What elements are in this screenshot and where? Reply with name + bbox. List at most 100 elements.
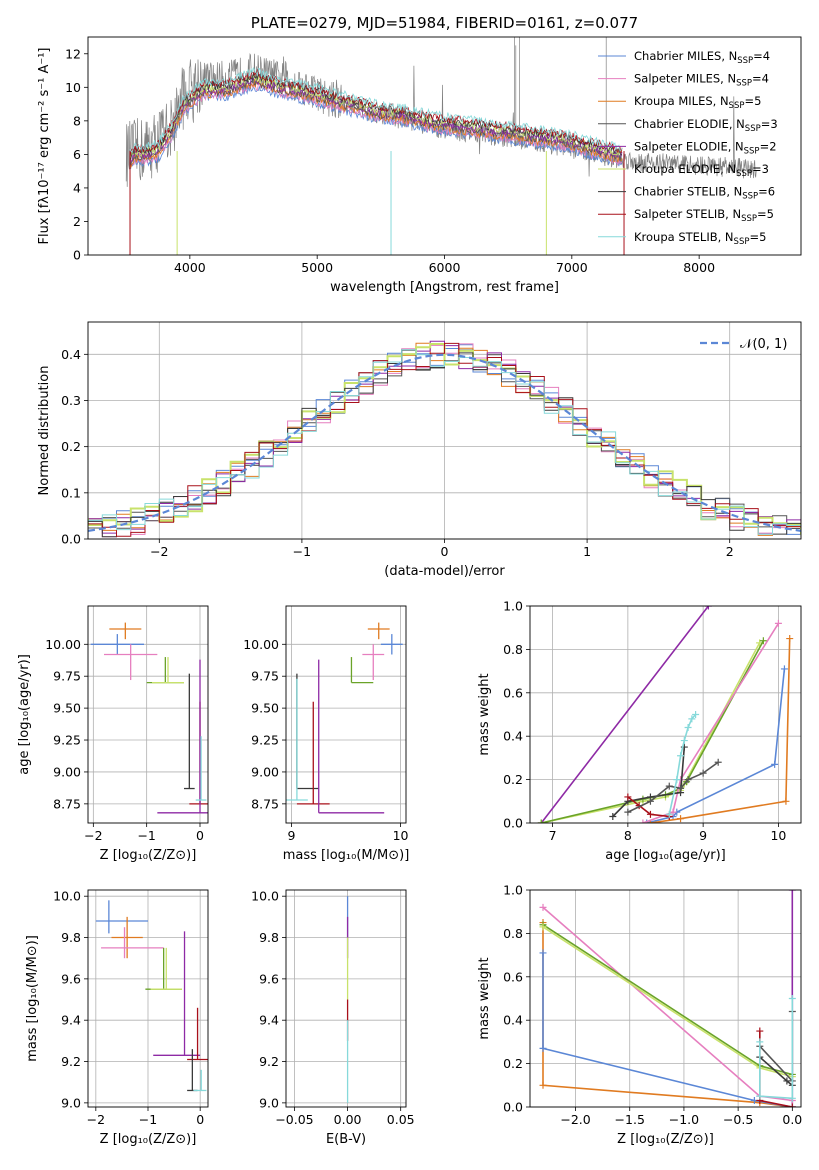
model-spectrum xyxy=(129,84,623,171)
y-tick-label: 9.4 xyxy=(61,1013,81,1028)
y-tick-label: 2 xyxy=(73,214,81,229)
y-tick-label: 0.2 xyxy=(503,772,523,787)
weight-line xyxy=(650,638,791,823)
y-tick-label: 10.0 xyxy=(53,889,81,904)
weight-marker xyxy=(677,815,685,823)
x-tick-label: 4000 xyxy=(174,260,206,275)
observed-spectrum xyxy=(125,53,757,187)
weight-marker xyxy=(537,819,545,823)
model-spectrum xyxy=(129,73,623,162)
y-tick-label: 0.0 xyxy=(61,532,81,547)
weight-marker xyxy=(539,1044,547,1052)
legend-sub: SSP xyxy=(744,146,760,156)
x-tick-label: 2 xyxy=(726,544,734,559)
y-tick-label: 10.00 xyxy=(243,637,279,652)
y-tick-label: 8 xyxy=(73,113,81,128)
y-tick-label: 9.50 xyxy=(251,701,279,716)
y-tick-label: 9.2 xyxy=(61,1054,81,1069)
weight-line xyxy=(627,761,719,813)
legend-label: Kroupa ELODIE, N xyxy=(634,162,736,176)
y-tick-label: 0.1 xyxy=(61,485,81,500)
y-tick-label: 0.6 xyxy=(503,969,523,984)
weight-marker xyxy=(646,810,654,818)
legend-tail: =5 xyxy=(749,230,766,244)
y-tick-label: 9.8 xyxy=(259,930,279,945)
plot-area xyxy=(125,37,757,255)
legend-sub: SSP xyxy=(742,192,758,202)
y-tick-label: 8.75 xyxy=(53,796,81,811)
legend-tail: =3 xyxy=(761,117,778,131)
x-tick-label: 7000 xyxy=(556,260,588,275)
weight-marker xyxy=(684,776,692,784)
weight-marker xyxy=(646,797,654,805)
weight-marker xyxy=(680,737,688,745)
x-tick-label: 6000 xyxy=(429,260,461,275)
x-tick-label: −1 xyxy=(293,544,311,559)
x-tick-label: 0.00 xyxy=(334,1112,362,1127)
y-tick-label: 1.0 xyxy=(503,883,523,898)
weight-marker xyxy=(673,776,681,784)
weight-marker xyxy=(677,752,685,760)
y-tick-label: 12 xyxy=(65,46,81,61)
x-tick-label: 0 xyxy=(441,544,449,559)
weight-marker xyxy=(756,1092,764,1100)
x-axis-label: wavelength [Angstrom, rest frame] xyxy=(330,280,559,295)
x-tick-label: −1 xyxy=(139,1112,157,1127)
legend-entry: Kroupa MILES, NSSP=5 xyxy=(634,94,761,111)
axes-frame xyxy=(87,36,802,256)
x-axis-label: Z [log₁₀(Z/Z⊙)] xyxy=(100,1132,197,1147)
y-tick-label: 0.3 xyxy=(61,393,81,408)
y-tick-label: 0.2 xyxy=(61,439,81,454)
x-tick-label: 1 xyxy=(583,544,591,559)
age-vs-mass-panel: 9 10 8.75 9.00 9.25 9.50 9.75 10.00 mass [log₁₀(… xyxy=(243,605,410,863)
legend-entry: 𝒩(0, 1) xyxy=(740,337,787,352)
axes-frame xyxy=(529,889,802,1108)
y-tick-label: 0.4 xyxy=(503,729,523,744)
y-tick-label: 0.4 xyxy=(503,1013,523,1028)
weight-marker xyxy=(539,903,547,911)
y-tick-label: 10 xyxy=(65,80,81,95)
x-tick-label: 10 xyxy=(393,828,409,843)
mass-vs-metallicity-panel: −2 −1 0 9.0 9.2 9.4 9.6 9.8 10.0 Z [log₁₀(Z/Z⊙)] m… xyxy=(25,889,209,1147)
y-axis-label: mass [log₁₀(M/M⊙)] xyxy=(25,935,40,1062)
legend-entry: Chabrier STELIB, NSSP=6 xyxy=(634,185,775,202)
x-tick-label: 0 xyxy=(196,828,204,843)
weight-marker xyxy=(677,784,685,792)
legend-tail: =4 xyxy=(753,49,770,63)
y-tick-label: 9.75 xyxy=(53,669,81,684)
legend-label: Salpeter ELODIE, N xyxy=(634,139,744,153)
x-tick-label: −1 xyxy=(137,828,155,843)
y-axis-label: age [log₁₀(age/yr)] xyxy=(17,654,32,775)
weight-marker xyxy=(782,797,790,805)
mass-vs-extinction-panel: −0.05 0.00 0.05 9.0 9.2 9.4 9.6 9.8 10.0 E(B-V) xyxy=(251,889,414,1147)
legend-label: Salpeter STELIB, N xyxy=(634,207,741,221)
legend-entry: Chabrier MILES, NSSP=4 xyxy=(634,49,770,66)
legend-entry: Chabrier ELODIE, NSSP=3 xyxy=(634,117,778,134)
y-tick-label: 0.8 xyxy=(503,642,523,657)
axes-frame xyxy=(529,605,802,824)
gridlines xyxy=(88,606,208,823)
weight-marker xyxy=(688,715,696,723)
legend-entry: Salpeter STELIB, NSSP=5 xyxy=(634,207,774,224)
residual-histogram xyxy=(88,349,801,535)
legend-tail: =3 xyxy=(752,162,769,176)
legend-tail: =4 xyxy=(752,72,769,86)
chart-title: PLATE=0279, MJD=51984, FIBERID=0161, z=0… xyxy=(251,14,638,32)
legend-tail: =2 xyxy=(760,139,777,153)
legend-sub: SSP xyxy=(737,56,753,66)
x-axis-label: mass [log₁₀(M/M⊙)] xyxy=(283,848,410,863)
y-tick-label: 10.0 xyxy=(251,889,279,904)
plot-area xyxy=(95,900,208,1092)
weight-line xyxy=(541,640,765,823)
legend-sub: SSP xyxy=(736,169,752,179)
gridlines xyxy=(286,890,406,1107)
x-tick-label: −2 xyxy=(150,544,168,559)
y-tick-label: 0.0 xyxy=(503,1100,523,1115)
x-tick-label: 7 xyxy=(549,828,557,843)
x-tick-label: −2 xyxy=(87,1112,105,1127)
weight-line xyxy=(542,906,793,1102)
weight-line xyxy=(759,998,794,1100)
weight-vs-age-panel: 7 8 9 10 0.0 0.2 0.4 0.6 0.8 1.0 age [log₁₀(age/yr… xyxy=(477,599,802,863)
y-tick-label: 9.4 xyxy=(259,1013,279,1028)
legend-sub: SSP xyxy=(734,237,750,247)
